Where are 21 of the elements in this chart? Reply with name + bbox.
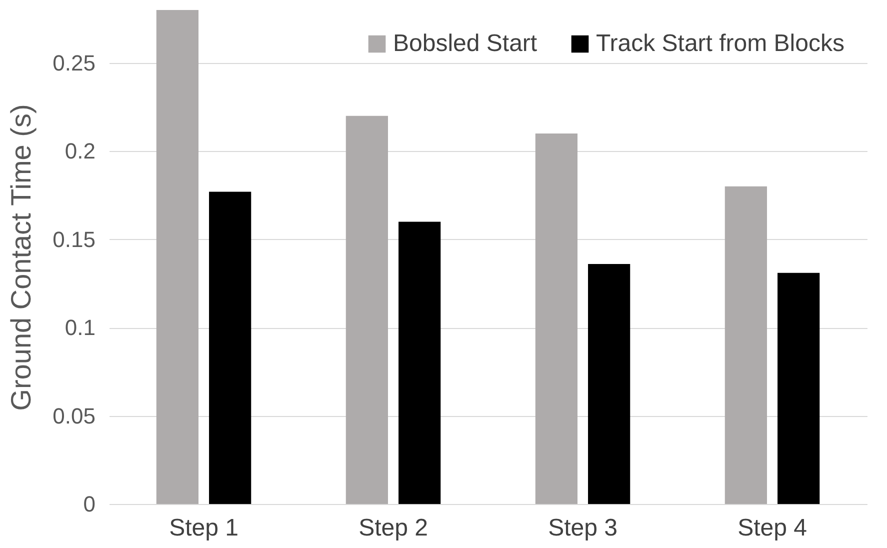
bar <box>588 264 630 504</box>
bar <box>398 222 441 504</box>
x-tick-label: Step 1 <box>169 514 238 542</box>
bar <box>156 10 198 504</box>
y-tick-label: 0.1 <box>64 315 96 340</box>
bar <box>778 272 820 504</box>
x-tick-label: Step 3 <box>548 514 618 542</box>
bar <box>209 192 252 504</box>
bar <box>724 186 767 504</box>
bar <box>535 134 578 504</box>
x-tick-label: Step 4 <box>738 514 807 542</box>
y-tick-label: 0.25 <box>52 50 96 76</box>
legend-label: Track Start from Blocks <box>596 30 844 57</box>
y-tick-label: 0 <box>83 492 96 516</box>
bar <box>346 116 388 504</box>
legend-label: Bobsled Start <box>393 30 538 57</box>
x-tick-label: Step 2 <box>358 514 428 542</box>
y-tick-label: 0.2 <box>64 138 96 164</box>
y-axis-title: Ground Contact Time (s) <box>6 104 37 411</box>
y-tick-label: 0.05 <box>52 403 96 428</box>
y-tick-label: 0.15 <box>52 226 96 252</box>
